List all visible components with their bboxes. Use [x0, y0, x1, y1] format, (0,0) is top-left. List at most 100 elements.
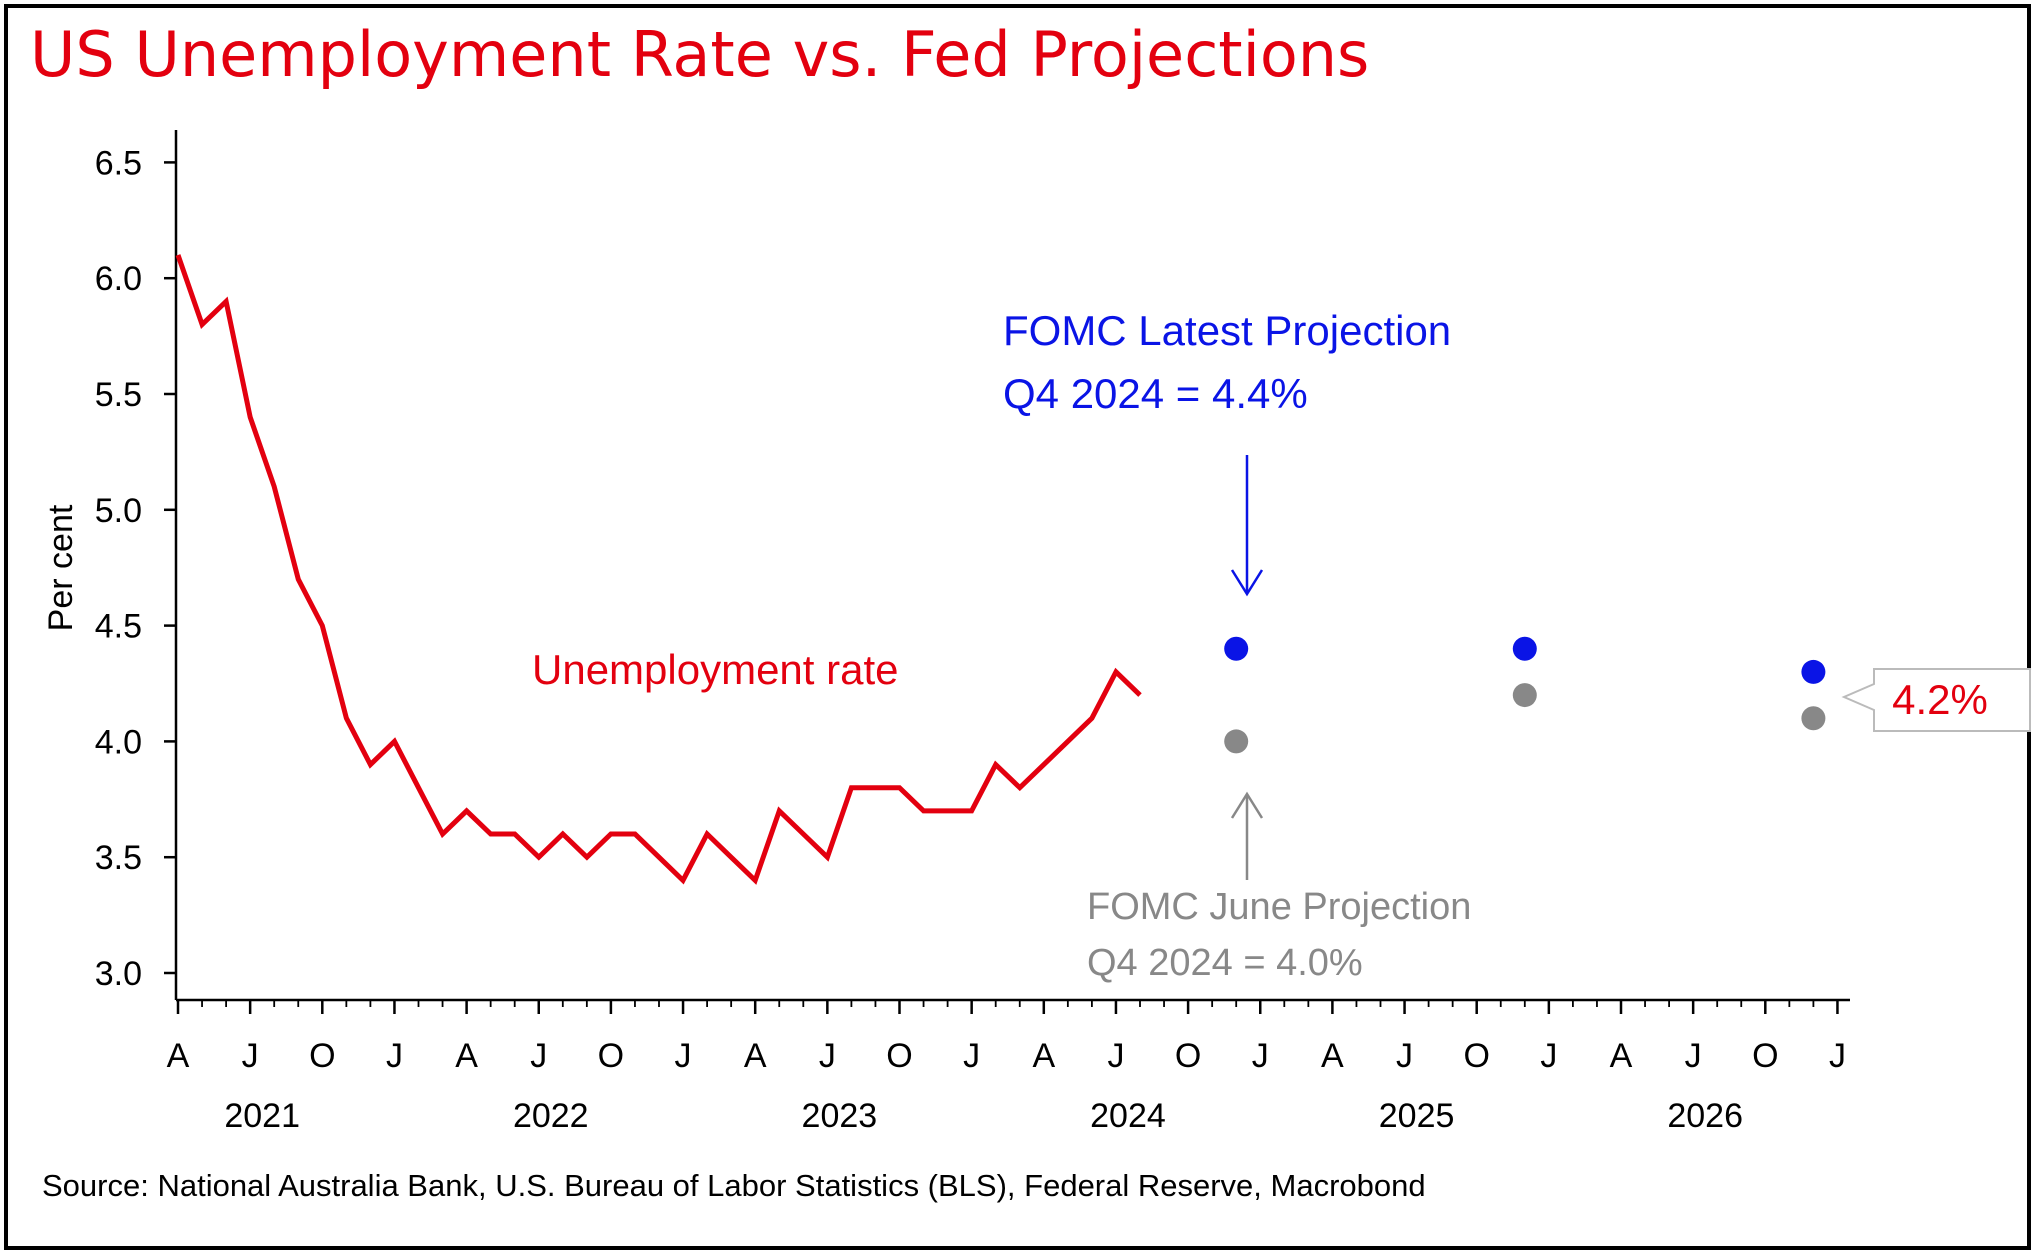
fomc-latest-projection-point: [1512, 636, 1537, 661]
y-tick-label: 6.0: [95, 260, 142, 298]
unemployment-point: [343, 715, 349, 721]
year-label: 2024: [1090, 1097, 1166, 1135]
unemployment-point: [897, 785, 903, 791]
unemployment-point: [560, 831, 566, 837]
y-tick-label: 4.5: [95, 608, 142, 646]
unemployment-point: [584, 854, 590, 860]
y-tick-label: 4.0: [95, 723, 142, 761]
unemployment-point: [416, 785, 422, 791]
unemployment-point: [945, 808, 951, 814]
unemployment-point: [319, 623, 325, 629]
unemployment-point: [1065, 738, 1071, 744]
x-tick-label: O: [598, 1037, 624, 1075]
series-layer: [175, 252, 1826, 885]
x-tick-label: J: [963, 1037, 980, 1075]
y-tick-label: 3.5: [95, 839, 142, 877]
x-tick-label: J: [530, 1037, 547, 1075]
june-projection-label: FOMC June Projection: [1087, 886, 1471, 928]
x-tick-label: A: [1321, 1037, 1344, 1075]
fomc-latest-projection-point: [1801, 659, 1826, 684]
unemployment-point: [921, 808, 927, 814]
unemployment-point: [223, 298, 229, 304]
unemployment-point: [824, 854, 830, 860]
unemployment-point: [776, 808, 782, 814]
latest-projection-label: FOMC Latest Projection: [1003, 307, 1451, 354]
fomc-june-projection-point: [1512, 683, 1537, 708]
unemployment-point: [656, 854, 662, 860]
year-label: 2022: [513, 1097, 589, 1135]
fomc-june-projection-point: [1801, 706, 1826, 731]
source-note: Source: National Australia Bank, U.S. Bu…: [42, 1168, 1426, 1203]
x-tick-label: J: [1685, 1037, 1702, 1075]
unemployment-point: [1089, 715, 1095, 721]
unemployment-point: [632, 831, 638, 837]
unemployment-point: [704, 831, 710, 837]
unemployment-point: [1137, 692, 1143, 698]
y-axis-ticks: 3.0 3.5 4.0 4.5 5.0 5.5 6.0 6.5: [95, 144, 176, 993]
unemployment-point: [969, 808, 975, 814]
x-tick-label: O: [1463, 1037, 1489, 1075]
year-labels: 2021 2022 2023 2024 2025 2026: [224, 1097, 1743, 1135]
unemployment-point: [752, 877, 758, 883]
x-tick-label: O: [309, 1037, 335, 1075]
unemployment-point: [848, 785, 854, 791]
y-tick-label: 5.0: [95, 492, 142, 530]
x-tick-label: J: [675, 1037, 692, 1075]
callout-box: 4.2%: [1841, 668, 2031, 732]
latest-projection-arrow: [1230, 455, 1264, 597]
x-tick-label: A: [1610, 1037, 1633, 1075]
fomc-june-projection-point: [1224, 729, 1249, 754]
june-projection-arrow: [1230, 791, 1264, 880]
x-tick-label: O: [886, 1037, 912, 1075]
year-label: 2021: [224, 1097, 300, 1135]
year-label: 2026: [1667, 1097, 1743, 1135]
unemployment-point: [391, 738, 397, 744]
fomc-latest-projection-point: [1224, 636, 1249, 661]
unemployment-point: [271, 484, 277, 490]
x-tick-label: J: [1396, 1037, 1413, 1075]
axes: [174, 130, 1850, 1002]
x-tick-label: J: [819, 1037, 836, 1075]
y-tick-label: 5.5: [95, 376, 142, 414]
y-axis-label: Per cent: [42, 504, 80, 631]
unemployment-point: [1017, 785, 1023, 791]
unemployment-point: [488, 831, 494, 837]
y-tick-label: 6.5: [95, 144, 142, 182]
unemployment-point: [1041, 762, 1047, 768]
unemployment-point: [680, 877, 686, 883]
unemployment-series-label: Unemployment rate: [532, 646, 899, 693]
x-tick-label: A: [455, 1037, 478, 1075]
y-tick-label: 3.0: [95, 955, 142, 993]
unemployment-point: [1113, 669, 1119, 675]
unemployment-point: [367, 762, 373, 768]
june-projection-value: Q4 2024 = 4.0%: [1087, 942, 1363, 984]
x-tick-label: J: [1540, 1037, 1557, 1075]
annotations: Per cent Unemployment rate FOMC Latest P…: [42, 307, 2031, 984]
unemployment-rate-line: [175, 254, 1142, 885]
unemployment-point: [175, 252, 181, 258]
chart-title: US Unemployment Rate vs. Fed Projections: [30, 18, 1370, 91]
x-tick-label: O: [1752, 1037, 1778, 1075]
unemployment-point: [295, 576, 301, 582]
unemployment-point: [464, 808, 470, 814]
x-tick-label: A: [1032, 1037, 1055, 1075]
unemployment-point: [872, 785, 878, 791]
unemployment-point: [993, 762, 999, 768]
unemployment-point: [247, 414, 253, 420]
unemployment-point: [512, 831, 518, 837]
x-tick-label: J: [386, 1037, 403, 1075]
latest-projection-value: Q4 2024 = 4.4%: [1003, 370, 1308, 417]
x-tick-label: J: [1829, 1037, 1846, 1075]
unemployment-point: [199, 322, 205, 328]
x-tick-label: J: [1252, 1037, 1269, 1075]
chart-frame: [4, 4, 2031, 1250]
callout-value: 4.2%: [1892, 676, 1988, 723]
year-label: 2023: [802, 1097, 878, 1135]
x-tick-label: J: [1107, 1037, 1124, 1075]
unemployment-point: [728, 854, 734, 860]
unemployment-point: [608, 831, 614, 837]
x-tick-label: O: [1175, 1037, 1201, 1075]
unemployment-point: [800, 831, 806, 837]
